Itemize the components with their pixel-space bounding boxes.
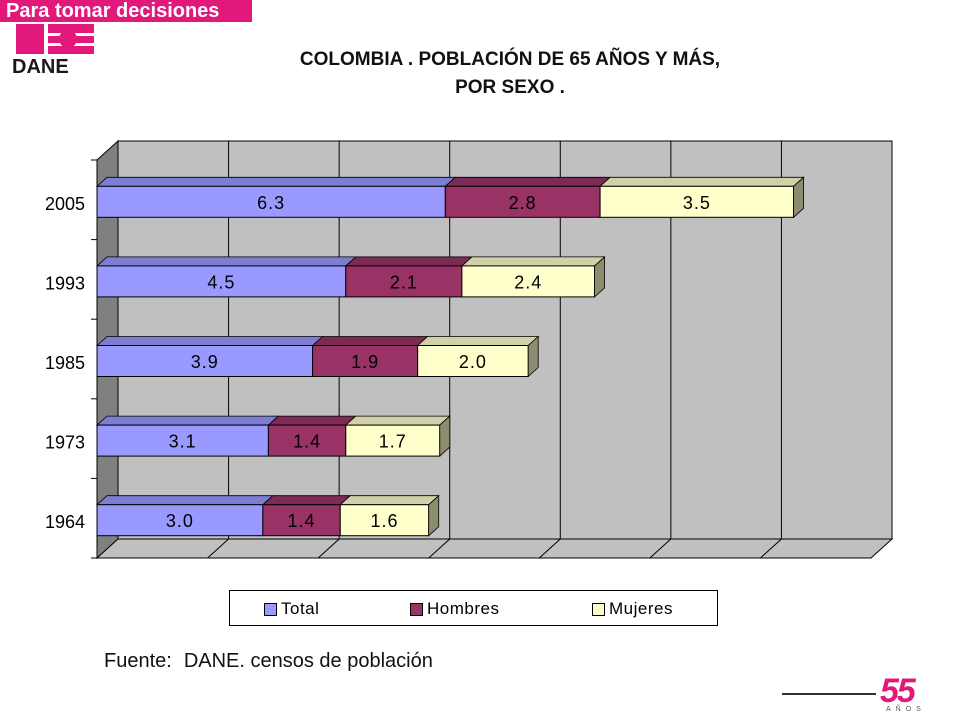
chart-title-line2: POR SEXO . xyxy=(455,77,565,98)
legend-swatch-mujeres xyxy=(592,602,605,616)
bar-top-mujeres xyxy=(416,336,540,346)
data-label-hombres: 1.4 xyxy=(293,432,321,452)
bar-top-mujeres xyxy=(339,495,440,506)
bar-mujeres xyxy=(417,345,529,377)
legend-label-total: Total xyxy=(281,599,320,618)
legend-swatch-total xyxy=(264,602,277,616)
bar-top-hombres xyxy=(311,336,429,346)
footer-divider xyxy=(782,693,876,695)
data-label-hombres: 1.4 xyxy=(288,511,316,531)
bar-hombres xyxy=(262,504,341,537)
bar-mujeres xyxy=(461,265,596,298)
data-label-mujeres: 1.6 xyxy=(370,511,398,531)
bar-top-mujeres xyxy=(599,176,805,187)
data-label-mujeres: 2.4 xyxy=(514,272,542,292)
bar-hombres xyxy=(312,345,419,377)
data-label-mujeres: 2.0 xyxy=(459,352,487,372)
bar-top-hombres xyxy=(267,415,357,426)
bar-side-mujeres xyxy=(594,256,605,298)
bar-top-hombres xyxy=(444,176,612,187)
bar-top-mujeres xyxy=(344,415,451,426)
bar-mujeres xyxy=(339,504,430,537)
legend-label-mujeres: Mujeres xyxy=(609,599,673,618)
gridline-floor xyxy=(428,538,451,559)
gridline-floor xyxy=(207,538,229,559)
gridline-floor xyxy=(760,538,782,559)
bar-hombres xyxy=(345,265,463,298)
chart-legend: Total Hombres Mujeres xyxy=(229,590,718,626)
bar-mujeres xyxy=(345,424,441,457)
legend-item-hombres: Hombres xyxy=(410,599,499,619)
dane-logo-icon xyxy=(16,24,94,54)
legend-item-mujeres: Mujeres xyxy=(592,599,673,619)
bar-top-total xyxy=(95,336,324,346)
bar-side-mujeres xyxy=(527,335,539,378)
bar-top-hombres xyxy=(344,256,473,267)
legend-swatch-hombres xyxy=(410,602,423,616)
anniversary-logo: 55 xyxy=(880,672,916,710)
data-label-total: 3.1 xyxy=(169,432,197,452)
gridline-floor xyxy=(538,538,561,559)
bar-side-mujeres xyxy=(439,415,451,457)
bar-top-hombres xyxy=(261,495,352,506)
data-label-mujeres: 3.5 xyxy=(683,193,711,213)
tagline-banner: Para tomar decisiones xyxy=(0,0,252,22)
data-label-mujeres: 1.7 xyxy=(379,432,407,452)
chart-title: COLOMBIA . POBLACIÓN DE 65 AÑOS Y MÁS, P… xyxy=(200,46,820,102)
bar-total xyxy=(96,504,264,537)
bar-total xyxy=(96,424,269,457)
y-tick-label: 1973 xyxy=(45,433,85,453)
source-label: Fuente: xyxy=(104,650,172,672)
source-note: Fuente: DANE. censos de población xyxy=(104,650,433,673)
gridline-floor xyxy=(317,538,340,559)
bar-total xyxy=(96,265,347,298)
legend-label-hombres: Hombres xyxy=(427,599,500,618)
bar-hombres xyxy=(267,424,347,457)
y-tick-label: 1964 xyxy=(45,512,85,532)
y-tick-label: 2005 xyxy=(45,194,85,214)
data-label-hombres: 1.9 xyxy=(351,352,379,372)
bar-hombres xyxy=(444,185,601,218)
bar-total xyxy=(96,185,446,218)
bar-total xyxy=(96,345,314,377)
data-label-total: 4.5 xyxy=(207,272,235,292)
anniversary-subtitle: AÑOS xyxy=(886,706,926,713)
source-text: DANE. censos de población xyxy=(183,650,433,672)
bar-side-mujeres xyxy=(793,176,804,219)
bar-top-mujeres xyxy=(460,256,606,267)
data-label-total: 3.0 xyxy=(166,511,194,531)
bar-top-total xyxy=(95,176,457,187)
data-label-total: 3.9 xyxy=(191,352,219,372)
bar-side-mujeres xyxy=(428,494,440,537)
y-tick-label: 1985 xyxy=(45,353,85,373)
gridline-floor xyxy=(649,538,672,559)
data-label-total: 6.3 xyxy=(257,193,285,213)
chart-floor xyxy=(95,538,894,559)
data-label-hombres: 2.1 xyxy=(390,272,418,292)
bar-top-total xyxy=(95,415,280,426)
y-tick-label: 1993 xyxy=(45,273,85,293)
bar-top-total xyxy=(95,256,357,267)
data-label-hombres: 2.8 xyxy=(509,193,537,213)
chart-title-line1: COLOMBIA . POBLACIÓN DE 65 AÑOS Y MÁS, xyxy=(299,49,721,70)
bar-top-total xyxy=(95,495,274,506)
legend-item-total: Total xyxy=(264,599,319,619)
dane-logo-text: DANE xyxy=(12,56,69,78)
